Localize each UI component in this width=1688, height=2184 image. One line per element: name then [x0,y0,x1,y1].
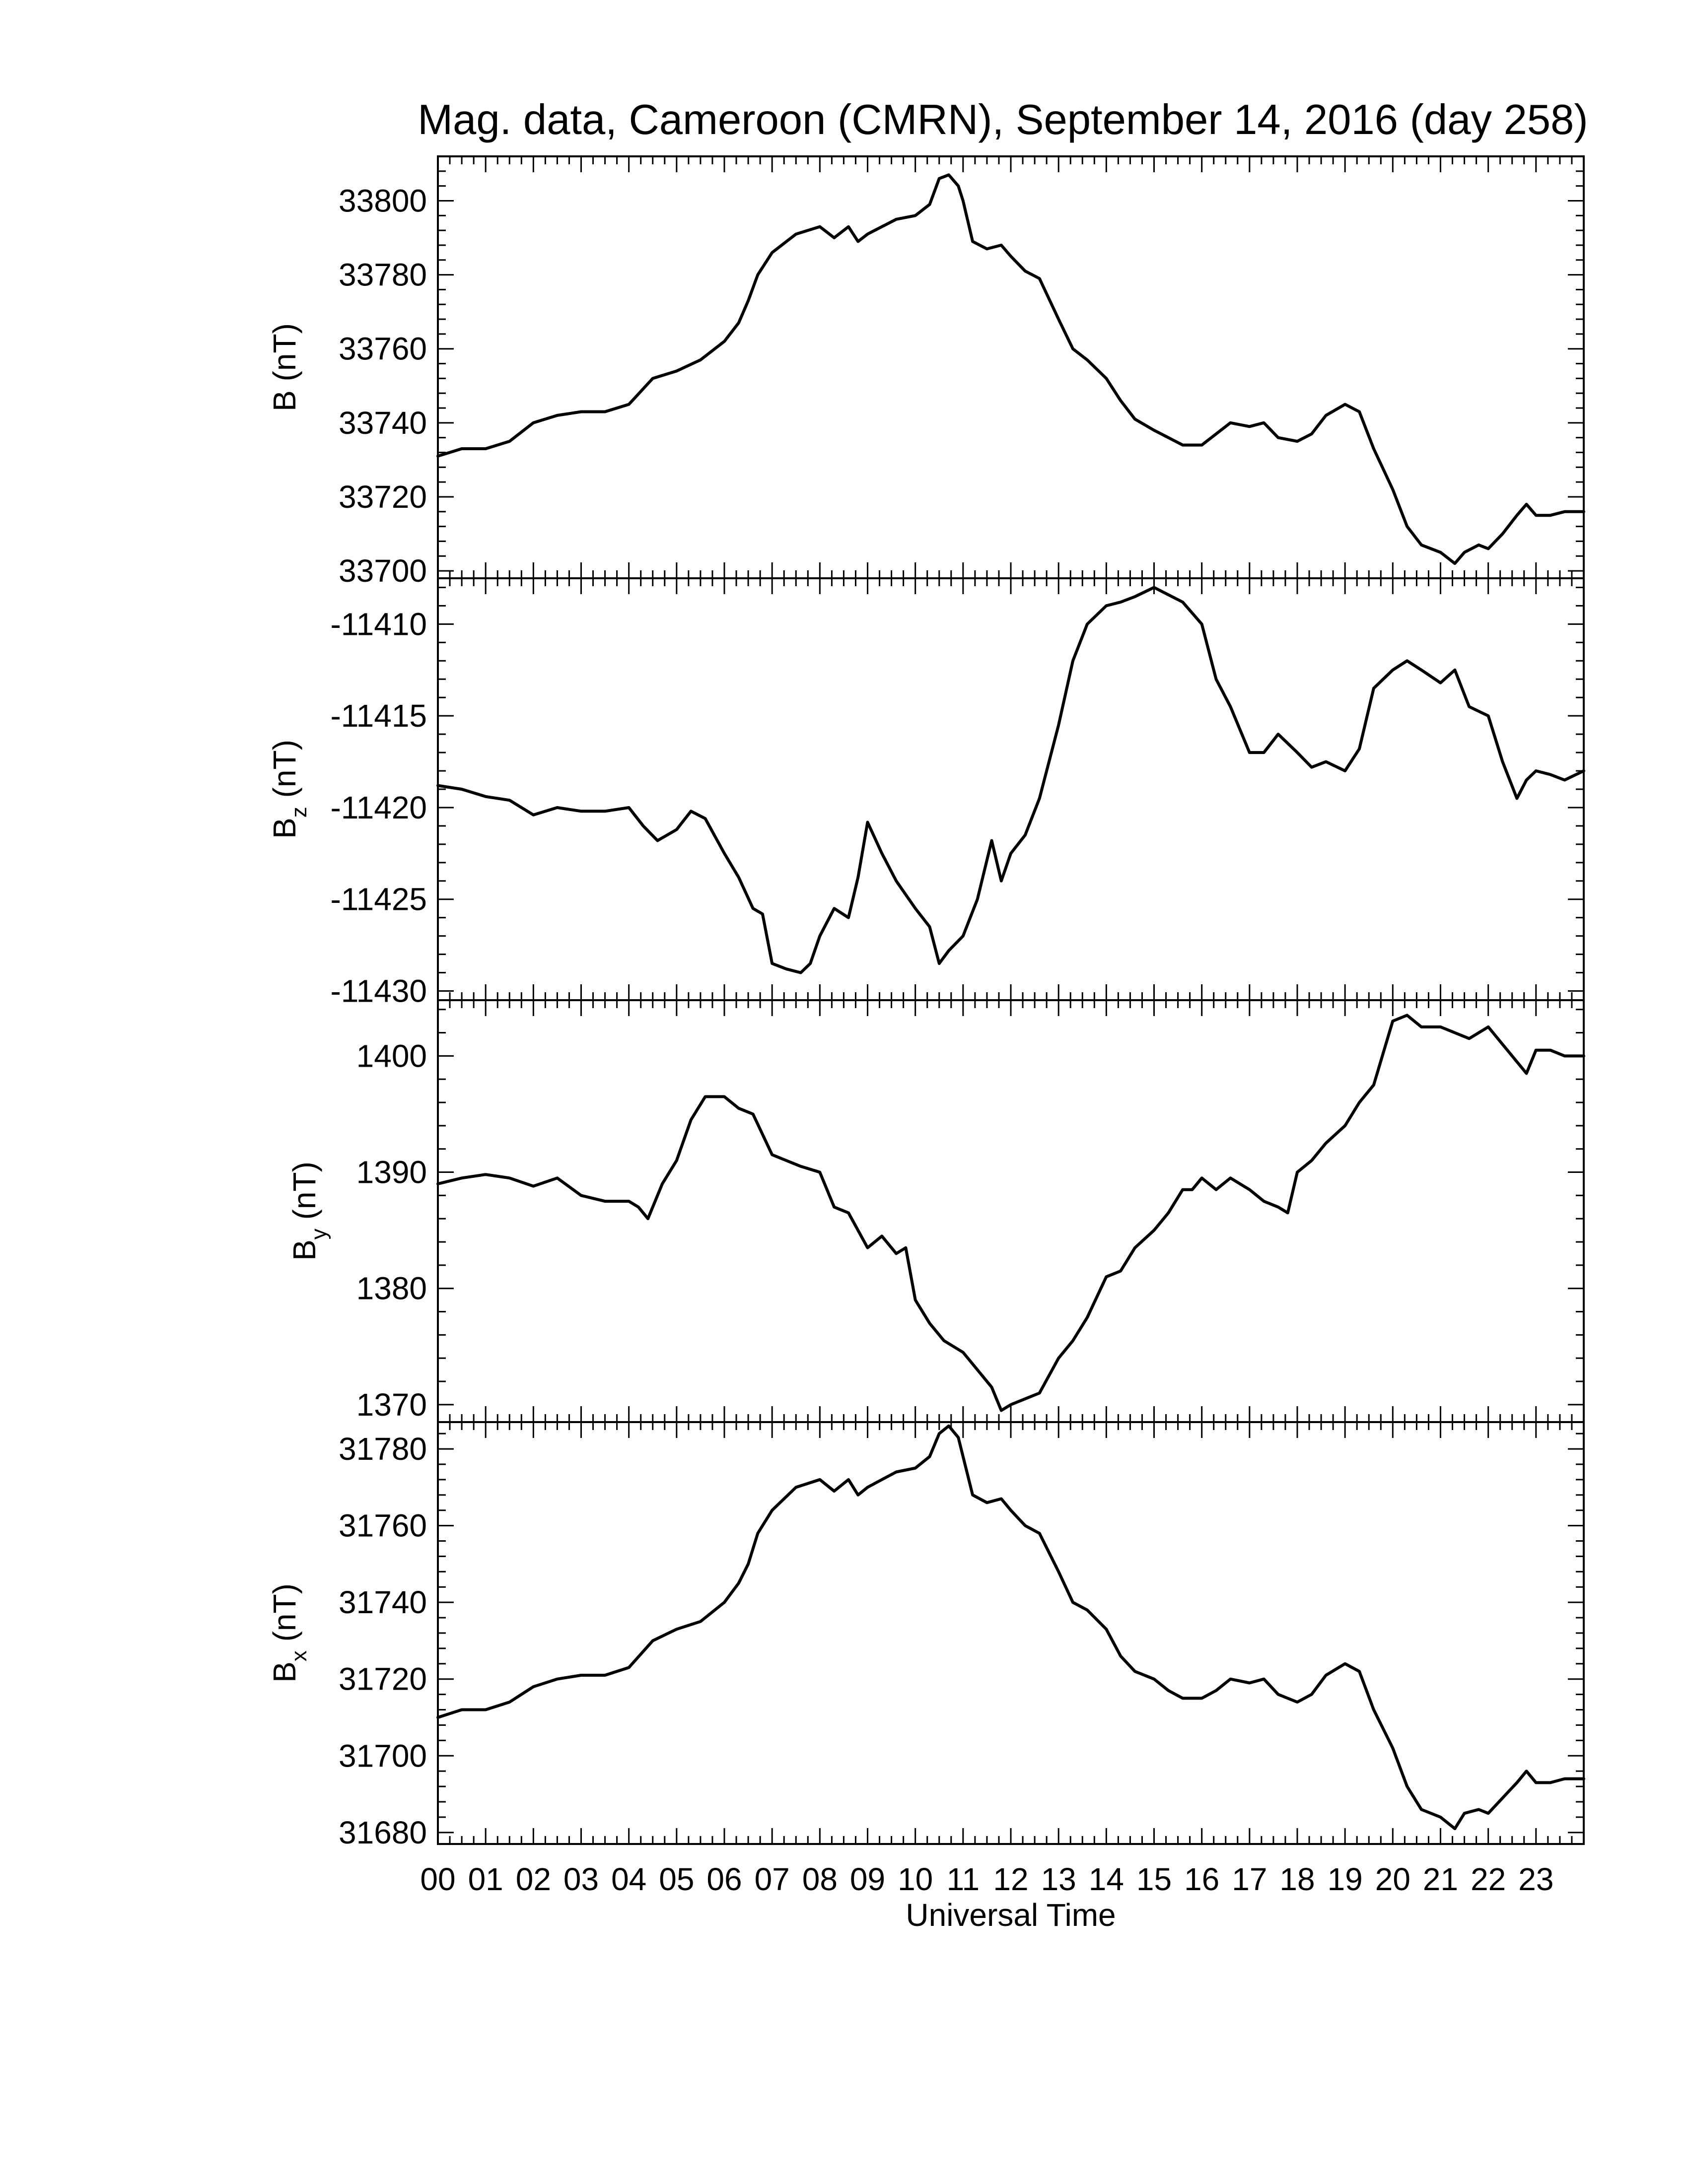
y-tick-label: -11415 [330,698,427,734]
y-tick-label: -11420 [330,790,427,825]
x-tick-label: 08 [802,1861,838,1897]
y-tick-label: 33700 [339,553,427,589]
y-tick-label: 1370 [356,1387,427,1423]
panel-total-field: 33700 33720 33740 33760 33780 33800 B (nT) [267,155,1585,589]
x-tick-label: 17 [1232,1861,1267,1897]
y-tick-label: 33740 [339,405,427,441]
x-tick-label: 21 [1423,1861,1458,1897]
y-axis-label: Bz (nT) [267,740,311,839]
x-tick-label: 23 [1518,1861,1553,1897]
y-axis-label: By (nT) [286,1161,331,1261]
x-tick-labels: 00 01 02 03 04 05 06 07 08 09 10 11 12 13 14 15 16 17 18 19… [420,1861,1553,1897]
y-tick-label: 31740 [339,1584,427,1620]
x-tick-label: 09 [850,1861,885,1897]
data-trace [436,173,1585,565]
y-tick-label: -11410 [330,606,427,642]
y-tick-label: 33720 [339,479,427,515]
panel-frame [437,155,1585,579]
x-tick-label: 20 [1375,1861,1410,1897]
x-tick-label: 12 [993,1861,1028,1897]
y-axis-label: B (nT) [267,323,302,411]
y-tick-label: 31720 [339,1661,427,1697]
x-tick-label: 19 [1328,1861,1363,1897]
panel-frame [437,1421,1585,1845]
x-tick-label: 01 [468,1861,503,1897]
y-axis-label: Bx (nT) [267,1583,311,1683]
y-tick-label: 33780 [339,257,427,293]
y-tick-label: 1380 [356,1271,427,1306]
y-tick-label: -11425 [330,882,427,917]
x-tick-label: 16 [1184,1861,1219,1897]
x-tick-label: 02 [516,1861,551,1897]
x-tick-label: 00 [420,1861,455,1897]
x-tick-label: 15 [1136,1861,1172,1897]
y-tick-label: 31780 [339,1431,427,1467]
panel-bx-component: 31680 31700 31720 31740 31760 31780 Bx (nT) [267,1421,1585,1850]
y-tick-label: 1390 [356,1155,427,1190]
panel-frame [437,999,1585,1423]
panel-frame [437,577,1585,1001]
x-tick-label: 18 [1279,1861,1315,1897]
y-tick-label: 1400 [356,1038,427,1074]
y-tick-label: 31760 [339,1508,427,1544]
panel-by-component: 1370 1380 1390 1400 By (nT) [286,999,1585,1423]
data-trace [436,1014,1585,1412]
chart-title: Mag. data, Cameroon (CMRN), September 14… [418,96,1588,143]
y-tick-label: 31700 [339,1738,427,1774]
x-tick-label: 07 [755,1861,790,1897]
y-tick-label: -11430 [330,973,427,1009]
y-tick-label: 33800 [339,183,427,218]
x-axis-label: Universal Time [906,1897,1116,1933]
x-tick-label: 11 [947,1861,980,1897]
y-tick-label: 31680 [339,1815,427,1850]
data-trace [436,1424,1585,1831]
data-trace [436,586,1585,974]
x-tick-label: 05 [659,1861,694,1897]
y-tick-label: 33760 [339,331,427,367]
panel-bz-component: -11410 -11415 -11420 -11425 -11430 Bz (nT) [267,577,1585,1009]
x-tick-label: 10 [898,1861,933,1897]
x-tick-label: 14 [1089,1861,1124,1897]
x-tick-label: 22 [1471,1861,1506,1897]
x-tick-label: 04 [611,1861,646,1897]
x-tick-label: 06 [706,1861,742,1897]
x-tick-label: 03 [563,1861,599,1897]
x-tick-label: 13 [1041,1861,1076,1897]
